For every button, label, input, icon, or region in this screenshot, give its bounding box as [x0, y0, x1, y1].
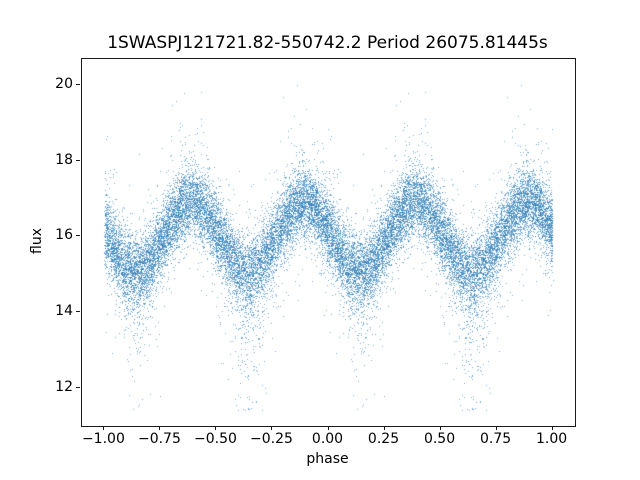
plot-axes-frame [81, 58, 576, 427]
x-tick-mark [495, 426, 497, 430]
y-tick-label: 20 [55, 76, 73, 93]
y-tick-mark [76, 159, 80, 161]
x-tick-mark [215, 426, 217, 430]
x-tick-mark [551, 426, 553, 430]
plot-title: 1SWASPJ121721.82-550742.2 Period 26075.8… [107, 33, 548, 53]
y-tick-mark [76, 84, 80, 86]
x-tick-label: 1.00 [535, 431, 568, 447]
x-tick-mark [383, 426, 385, 430]
x-tick-mark [159, 426, 161, 430]
x-tick-label: −0.50 [194, 431, 237, 447]
x-tick-mark [439, 426, 441, 430]
y-tick-label: 14 [55, 303, 73, 320]
y-tick-label: 12 [55, 378, 73, 395]
x-tick-label: 0.25 [367, 431, 400, 447]
x-tick-label: −1.00 [81, 431, 125, 447]
x-axis-label: phase [306, 451, 349, 467]
y-tick-label: 18 [55, 151, 73, 168]
x-tick-label: 0.50 [423, 431, 456, 447]
y-tick-mark [76, 386, 80, 388]
x-tick-label: −0.75 [137, 431, 181, 447]
x-tick-mark [271, 426, 273, 430]
x-tick-label: 0.00 [311, 431, 344, 447]
y-tick-label: 16 [55, 227, 73, 244]
x-tick-mark [327, 426, 329, 430]
x-tick-label: 0.75 [479, 431, 512, 447]
y-tick-mark [76, 235, 80, 237]
x-tick-mark [103, 426, 105, 430]
scatter-points-canvas [82, 59, 575, 426]
x-tick-label: −0.25 [250, 431, 293, 447]
y-tick-mark [76, 311, 80, 313]
y-axis-label: flux [29, 228, 45, 254]
